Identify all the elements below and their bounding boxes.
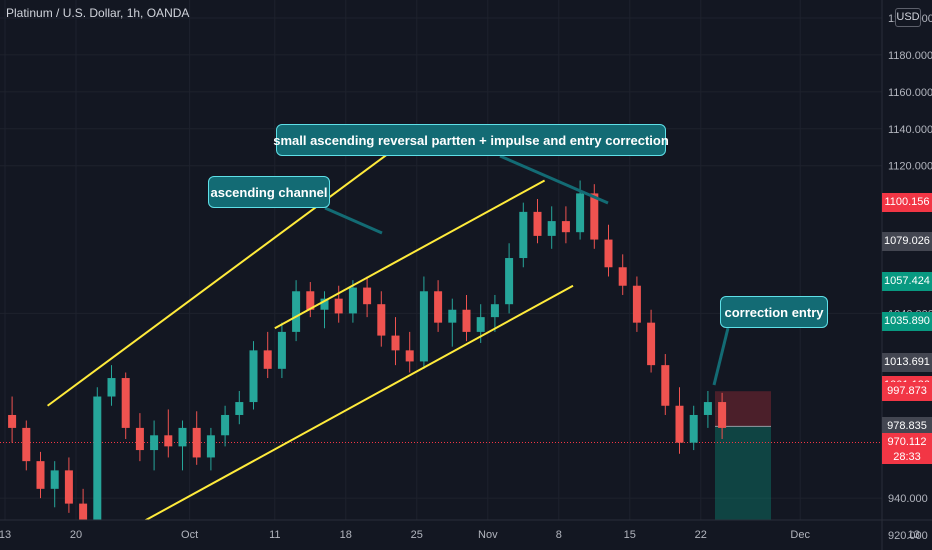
candle-body [405,350,414,362]
time-tick-label: 11 [269,529,280,541]
callout-correction-entry[interactable]: correction entry [720,296,828,328]
price-tag: 970.112 [882,433,932,453]
candle-body [647,322,656,366]
callout-pointer [712,327,730,386]
price-tag: 997.873 [882,382,932,402]
price-tick-label: 1160.000 [888,87,932,99]
candle-body [505,258,514,305]
candle-body [178,427,187,447]
candle-body [249,350,258,403]
time-tick-label: 20 [70,529,82,541]
candle-body [320,298,329,310]
candle-body [348,287,357,314]
candle-body [519,211,528,259]
bar-countdown: 28:33 [882,451,932,465]
candle-body [334,298,343,314]
candle-body [107,378,116,397]
time-tick-label: Dec [790,529,810,541]
candle-body [618,267,627,286]
candle-body [689,414,698,443]
price-tick-label: 1180.000 [888,50,932,62]
price-tag: 1035.890 [882,312,932,332]
time-tick-label: Oct [181,529,198,541]
candle-body [93,396,102,526]
candle-body [64,470,73,504]
trendline-channel-upper [47,131,418,407]
candle-body [419,291,428,362]
candle-body [590,193,599,240]
candle-body [8,414,17,428]
candle-body [292,291,301,332]
candle-body [632,285,641,323]
time-tick-label: 13 [908,529,920,541]
time-tick-label: 13 [0,529,11,541]
time-tick-label: Nov [478,529,498,541]
time-tick-label: 15 [624,529,636,541]
candle-body [448,309,457,323]
candle-body [221,414,230,436]
candle-body [476,317,485,332]
trendline-channel-lower [118,284,574,536]
callout-ascending-channel[interactable]: ascending channel [208,176,330,208]
price-tag: 1057.424 [882,272,932,292]
candle-body [135,427,144,451]
candle-body [462,309,471,332]
candle-body [533,211,542,236]
candle-body [675,405,684,443]
price-tick-label: 1140.000 [888,124,932,136]
time-tick-label: 8 [556,529,562,541]
price-tag: 1079.026 [882,232,932,252]
candle-body [79,503,88,526]
price-tick-label: 1120.000 [888,161,932,173]
candle-body [36,461,45,489]
candle-body [263,350,272,369]
candle-body [277,331,286,369]
candle-body [121,378,130,428]
candle-body [306,291,315,310]
candle-body [206,435,215,458]
candle-body [434,291,443,323]
take-profit-zone [715,426,771,520]
price-tag: 978.835 [882,417,932,437]
candle-body [192,427,201,458]
candle-body [164,435,173,447]
candle-body [490,304,499,318]
currency-button[interactable]: USD [895,8,921,27]
candle-body [561,221,570,233]
candle-body [703,402,712,415]
callout-reversal-pattern[interactable]: small ascending reversal partten + impul… [273,124,669,156]
candle-body [718,402,727,428]
candle-body [150,435,159,451]
candle-body [50,470,59,489]
time-axis-panel [0,520,932,550]
candle-body [547,221,556,236]
time-tick-label: 18 [340,529,352,541]
callout-pointer [499,154,609,205]
chart-title: Platinum / U.S. Dollar, 1h, OANDA [6,6,190,20]
price-tag: 1013.691 [882,353,932,372]
candle-body [235,402,244,415]
callout-pointer [324,206,383,235]
candle-body [576,193,585,233]
candle-body [377,304,386,336]
candle-body [22,427,31,462]
candle-body [604,239,613,268]
candle-body [391,335,400,351]
trendline-middle-line [274,179,546,330]
price-tag: 1100.156 [882,193,932,213]
price-tick-label: 940.000 [888,493,928,505]
candle-body [661,365,670,406]
price-tick-label: 920.000 [888,530,928,542]
candle-body [363,287,372,305]
time-tick-label: 22 [695,529,707,541]
time-tick-label: 25 [411,529,423,541]
